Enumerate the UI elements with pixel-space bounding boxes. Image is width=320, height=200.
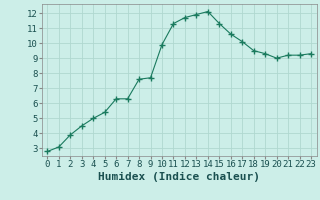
X-axis label: Humidex (Indice chaleur): Humidex (Indice chaleur) bbox=[98, 172, 260, 182]
